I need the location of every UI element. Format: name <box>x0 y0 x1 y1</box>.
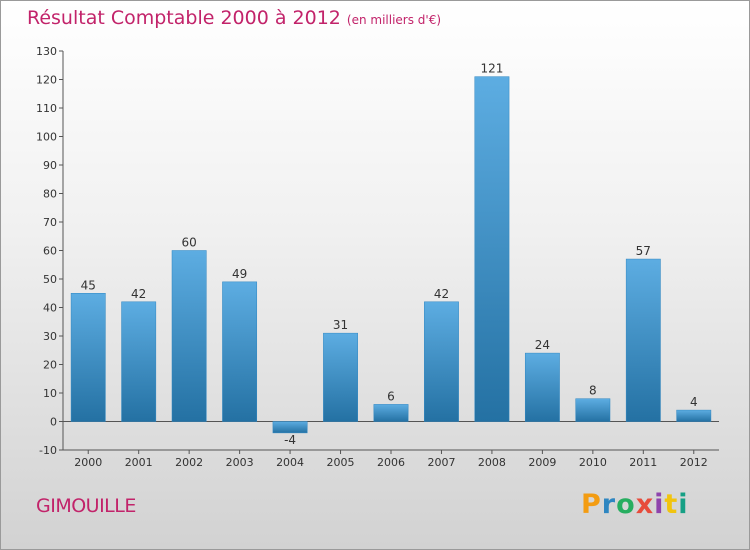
x-tick-label: 2006 <box>377 456 405 469</box>
logo-letter: t <box>664 489 679 520</box>
bar <box>323 332 358 422</box>
x-tick-label: 2003 <box>226 456 254 469</box>
logo-letter: i <box>654 489 665 520</box>
x-tick-label: 2005 <box>327 456 355 469</box>
y-tick-label: 130 <box>36 45 57 58</box>
logo-letter: i <box>678 489 689 520</box>
y-tick-label: 100 <box>36 131 57 144</box>
x-tick-label: 2008 <box>478 456 506 469</box>
data-label: 57 <box>636 244 651 258</box>
commune-name: GIMOUILLE <box>36 495 136 517</box>
subtitle-text: (en milliers d'€) <box>346 13 442 27</box>
bar <box>524 352 560 422</box>
data-label: 45 <box>81 278 96 292</box>
logo-letter: P <box>581 489 602 520</box>
logo-letter: x <box>635 489 655 520</box>
x-tick-label: 2000 <box>74 456 102 469</box>
logo-letter: r <box>601 489 617 520</box>
y-tick-label: 0 <box>50 416 57 429</box>
bar <box>171 250 207 422</box>
bar <box>625 258 661 422</box>
bar <box>70 293 106 422</box>
y-tick-label: 110 <box>36 102 57 115</box>
y-tick-label: 60 <box>43 245 57 258</box>
data-label: 60 <box>182 236 197 250</box>
data-label: 42 <box>434 287 449 301</box>
bar <box>373 404 409 422</box>
logo-letter: o <box>616 489 636 520</box>
bar <box>222 281 258 422</box>
bar <box>424 301 459 422</box>
y-tick-label: -10 <box>39 444 57 457</box>
x-tick-label: 2001 <box>125 456 153 469</box>
bar <box>272 421 308 434</box>
data-label: 42 <box>131 287 146 301</box>
bar <box>575 398 611 422</box>
y-tick-label: 90 <box>43 159 57 172</box>
data-label: 121 <box>480 62 503 76</box>
x-tick-label: 2007 <box>427 456 455 469</box>
bar <box>121 301 157 422</box>
data-label: 4 <box>690 395 698 409</box>
y-tick-label: 40 <box>43 302 57 315</box>
x-tick-label: 2011 <box>629 456 657 469</box>
y-tick-label: 80 <box>43 188 57 201</box>
y-tick-label: 50 <box>43 273 57 286</box>
y-tick-label: 30 <box>43 330 57 343</box>
chart-title: Résultat Comptable 2000 à 2012 (en millie… <box>27 7 441 29</box>
proxiti-logo: Proxiti <box>581 489 689 520</box>
y-tick-label: 120 <box>36 74 57 87</box>
data-label: 49 <box>232 267 247 281</box>
title-text: Résultat Comptable 2000 à 2012 <box>27 7 341 29</box>
data-label: 31 <box>333 318 348 332</box>
data-label: 24 <box>535 338 550 352</box>
x-tick-label: 2009 <box>528 456 556 469</box>
data-label: 8 <box>589 384 597 398</box>
y-tick-label: 70 <box>43 216 57 229</box>
data-label: 6 <box>387 389 395 403</box>
x-tick-label: 2002 <box>175 456 203 469</box>
data-label: -4 <box>284 433 296 447</box>
y-tick-label: 20 <box>43 359 57 372</box>
bar <box>676 409 712 422</box>
bar <box>474 76 510 422</box>
x-tick-label: 2004 <box>276 456 304 469</box>
y-tick-label: 10 <box>43 387 57 400</box>
x-tick-label: 2010 <box>579 456 607 469</box>
x-tick-label: 2012 <box>680 456 708 469</box>
